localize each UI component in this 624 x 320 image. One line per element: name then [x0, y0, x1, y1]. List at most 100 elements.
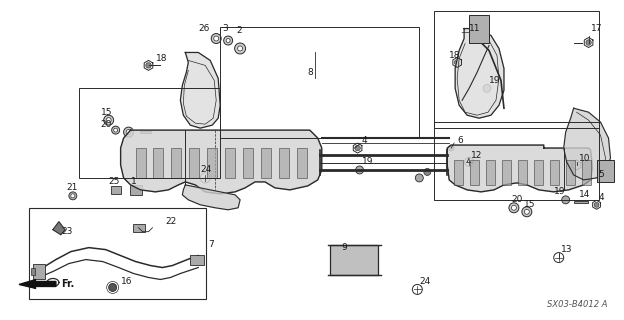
Polygon shape	[19, 279, 56, 288]
Bar	[220, 27, 419, 138]
Bar	[190, 255, 204, 265]
Bar	[597, 160, 615, 182]
Circle shape	[586, 40, 592, 45]
Bar	[33, 264, 45, 279]
Circle shape	[226, 38, 230, 43]
Polygon shape	[53, 222, 65, 235]
Bar	[534, 160, 543, 185]
Bar	[172, 148, 182, 178]
Text: 19: 19	[553, 188, 565, 196]
Circle shape	[356, 255, 366, 265]
Circle shape	[454, 60, 460, 65]
Text: SX03-B4012 A: SX03-B4012 A	[547, 300, 607, 309]
Text: 8: 8	[308, 68, 313, 77]
Bar	[434, 122, 598, 200]
Bar	[261, 148, 271, 178]
Circle shape	[112, 126, 120, 134]
Bar	[469, 15, 489, 43]
Polygon shape	[563, 108, 610, 180]
Text: 15: 15	[100, 108, 112, 117]
Text: Fr.: Fr.	[61, 279, 74, 289]
Bar	[454, 160, 463, 185]
Circle shape	[594, 202, 599, 207]
Circle shape	[212, 34, 221, 44]
Circle shape	[235, 43, 246, 54]
Circle shape	[574, 162, 579, 168]
Bar	[582, 160, 590, 185]
Text: 7: 7	[208, 240, 214, 249]
Text: 9: 9	[342, 243, 348, 252]
Circle shape	[366, 255, 376, 265]
Bar	[243, 148, 253, 178]
Polygon shape	[180, 52, 220, 128]
Text: 6: 6	[457, 136, 463, 145]
Circle shape	[69, 192, 77, 200]
Polygon shape	[455, 28, 504, 118]
Text: 25: 25	[109, 177, 120, 187]
Text: 23: 23	[61, 227, 72, 236]
Text: 19: 19	[361, 157, 373, 166]
Text: 14: 14	[578, 190, 590, 199]
Circle shape	[104, 115, 114, 125]
Bar	[518, 160, 527, 185]
Bar	[130, 185, 142, 195]
Text: 12: 12	[471, 150, 482, 160]
Bar	[279, 148, 289, 178]
Bar	[154, 148, 163, 178]
Text: 5: 5	[598, 171, 604, 180]
Text: 22: 22	[165, 217, 177, 226]
Circle shape	[238, 46, 243, 51]
Text: 16: 16	[120, 277, 132, 286]
Text: 18: 18	[155, 54, 167, 63]
Text: 1: 1	[130, 177, 136, 187]
Text: 13: 13	[561, 245, 572, 254]
Text: 18: 18	[449, 51, 461, 60]
Polygon shape	[120, 130, 322, 194]
Text: 24: 24	[200, 165, 212, 174]
Text: 4: 4	[598, 193, 604, 202]
Text: 20: 20	[100, 120, 112, 129]
Bar	[207, 148, 217, 178]
Text: 2: 2	[236, 26, 241, 35]
Circle shape	[71, 194, 75, 198]
Bar	[225, 148, 235, 178]
Bar	[470, 160, 479, 185]
Bar	[31, 268, 35, 276]
Polygon shape	[140, 131, 152, 133]
Bar	[550, 160, 558, 185]
Text: 11: 11	[469, 24, 480, 33]
Text: 20: 20	[511, 195, 522, 204]
Text: 19: 19	[489, 76, 500, 85]
Polygon shape	[182, 185, 240, 210]
Bar	[189, 148, 199, 178]
Circle shape	[512, 205, 517, 210]
Circle shape	[483, 84, 491, 92]
Circle shape	[106, 118, 111, 123]
Circle shape	[522, 207, 532, 217]
Circle shape	[416, 174, 423, 182]
Bar	[329, 244, 378, 275]
Text: 17: 17	[590, 24, 602, 33]
Text: 24: 24	[419, 277, 431, 286]
Bar	[486, 160, 495, 185]
Circle shape	[424, 168, 431, 175]
Bar	[79, 88, 220, 178]
Circle shape	[355, 145, 360, 151]
Circle shape	[509, 203, 519, 213]
Circle shape	[109, 284, 117, 292]
Circle shape	[333, 255, 343, 265]
Circle shape	[213, 36, 218, 41]
Bar	[110, 186, 120, 194]
Bar	[29, 208, 207, 300]
Circle shape	[356, 166, 364, 174]
Circle shape	[349, 246, 374, 269]
Bar	[502, 160, 511, 185]
Circle shape	[524, 209, 529, 214]
Polygon shape	[573, 201, 588, 203]
Circle shape	[124, 127, 134, 137]
Circle shape	[114, 128, 118, 132]
Circle shape	[344, 255, 354, 265]
Text: 26: 26	[199, 24, 210, 33]
Text: 3: 3	[222, 24, 228, 33]
Text: 15: 15	[524, 200, 535, 209]
